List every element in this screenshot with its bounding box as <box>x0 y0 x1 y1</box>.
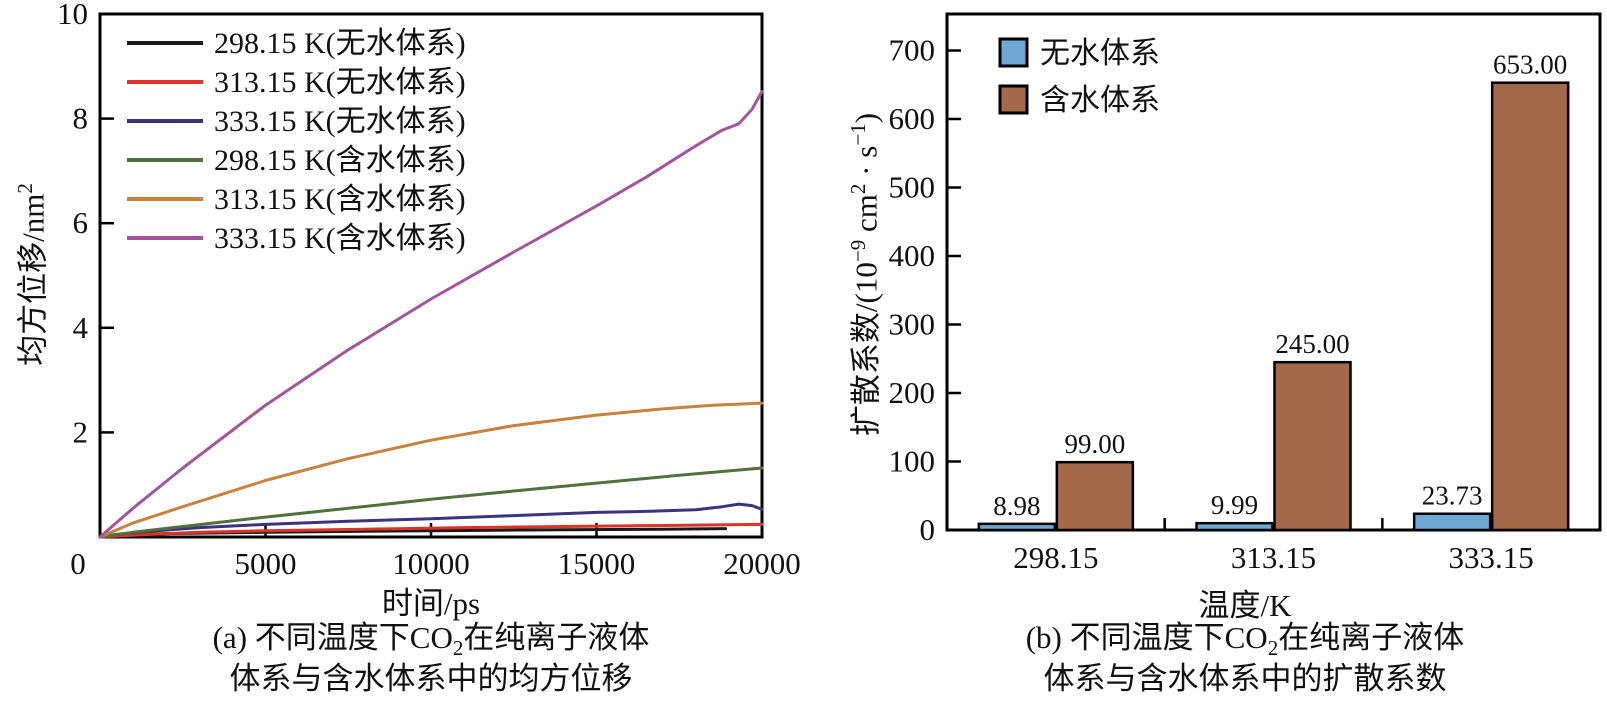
diffusion-bar-无水体系-313.15 <box>1195 521 1274 532</box>
diffusion-legend-swatch-0 <box>998 37 1029 68</box>
msd-legend-label-1: 313.15 K(无水体系) <box>214 66 466 99</box>
diffusion-legend-swatch-1 <box>998 84 1029 115</box>
diffusion-bar-value-label: 653.00 <box>1493 50 1567 80</box>
msd-series-line-4 <box>98 401 764 539</box>
diffusion-y-tick-label: 500 <box>889 170 936 205</box>
diffusion-bar-value-label: 99.00 <box>1064 429 1125 459</box>
msd-y-tick-label: 2 <box>73 414 89 449</box>
diffusion-category-label: 333.15 <box>1449 540 1534 575</box>
msd-x-tick-label: 5000 <box>235 546 297 581</box>
msd-x-tick-label: 0 <box>70 546 86 581</box>
diffusion-y-tick-label: 300 <box>889 307 936 342</box>
diffusion-bar-value-label: 245.00 <box>1275 329 1349 359</box>
msd-y-tick-label: 4 <box>73 310 89 345</box>
msd-caption-line1: (a) 不同温度下CO2在纯离子液体 <box>212 620 650 661</box>
diffusion-bar-含水体系-313.15 <box>1273 360 1352 532</box>
msd-x-tick-label: 15000 <box>558 546 636 581</box>
msd-legend-label-4: 313.15 K(含水体系) <box>214 183 466 216</box>
msd-y-tick-label: 6 <box>73 205 89 240</box>
diffusion-y-tick-label: 0 <box>920 512 936 547</box>
diffusion-y-tick-label: 200 <box>889 375 936 410</box>
msd-y-tick-label: 10 <box>57 0 88 31</box>
diffusion-y-tick-label: 100 <box>889 444 936 479</box>
diffusion-y-tick-label: 400 <box>889 238 936 273</box>
msd-x-tick-label: 20000 <box>723 546 801 581</box>
diffusion-y-tick-label: 700 <box>889 33 936 68</box>
diffusion-legend-label-0: 无水体系 <box>1040 37 1160 70</box>
diffusion-y-tick-label: 600 <box>889 101 936 136</box>
msd-legend-label-5: 333.15 K(含水体系) <box>214 222 466 255</box>
msd-series-line-1 <box>98 522 764 539</box>
msd-legend-label-2: 333.15 K(无水体系) <box>214 105 466 138</box>
msd-x-tick-label: 10000 <box>392 546 470 581</box>
diffusion-bar-无水体系-298.15 <box>977 522 1057 532</box>
diffusion-legend-label-1: 含水体系 <box>1040 84 1160 117</box>
diffusion-bar-value-label: 8.98 <box>993 491 1040 521</box>
diffusion-bar-含水体系-298.15 <box>1055 460 1135 532</box>
diffusion-bar-无水体系-333.15 <box>1412 512 1492 532</box>
diffusion-caption-line2: 体系与含水体系中的扩散系数 <box>1043 661 1447 696</box>
diffusion-y-axis-label: 扩散系数/(10−9 cm2 · s−1) <box>846 112 884 437</box>
diffusion-category-label: 313.15 <box>1231 540 1316 575</box>
diffusion-x-axis-label: 温度/K <box>1198 588 1292 623</box>
msd-series-line-3 <box>98 466 764 539</box>
msd-series-line-5 <box>98 89 764 539</box>
msd-x-axis-label: 时间/ps <box>381 586 481 621</box>
msd-y-axis-label: 均方位移/nm2 <box>13 183 51 366</box>
msd-caption-line2: 体系与含水体系中的均方位移 <box>229 661 633 696</box>
diffusion-caption-line1: (b) 不同温度下CO2在纯离子液体 <box>1025 620 1465 661</box>
diffusion-category-label: 298.15 <box>1013 540 1098 575</box>
msd-y-tick-label: 8 <box>73 101 89 136</box>
diffusion-bar-value-label: 9.99 <box>1211 490 1258 520</box>
msd-series-line-2 <box>98 502 764 539</box>
msd-legend-label-0: 298.15 K(无水体系) <box>214 27 466 60</box>
msd-legend-label-3: 298.15 K(含水体系) <box>214 144 466 177</box>
diffusion-bar-value-label: 23.73 <box>1422 481 1483 511</box>
diffusion-bar-含水体系-333.15 <box>1490 81 1570 532</box>
